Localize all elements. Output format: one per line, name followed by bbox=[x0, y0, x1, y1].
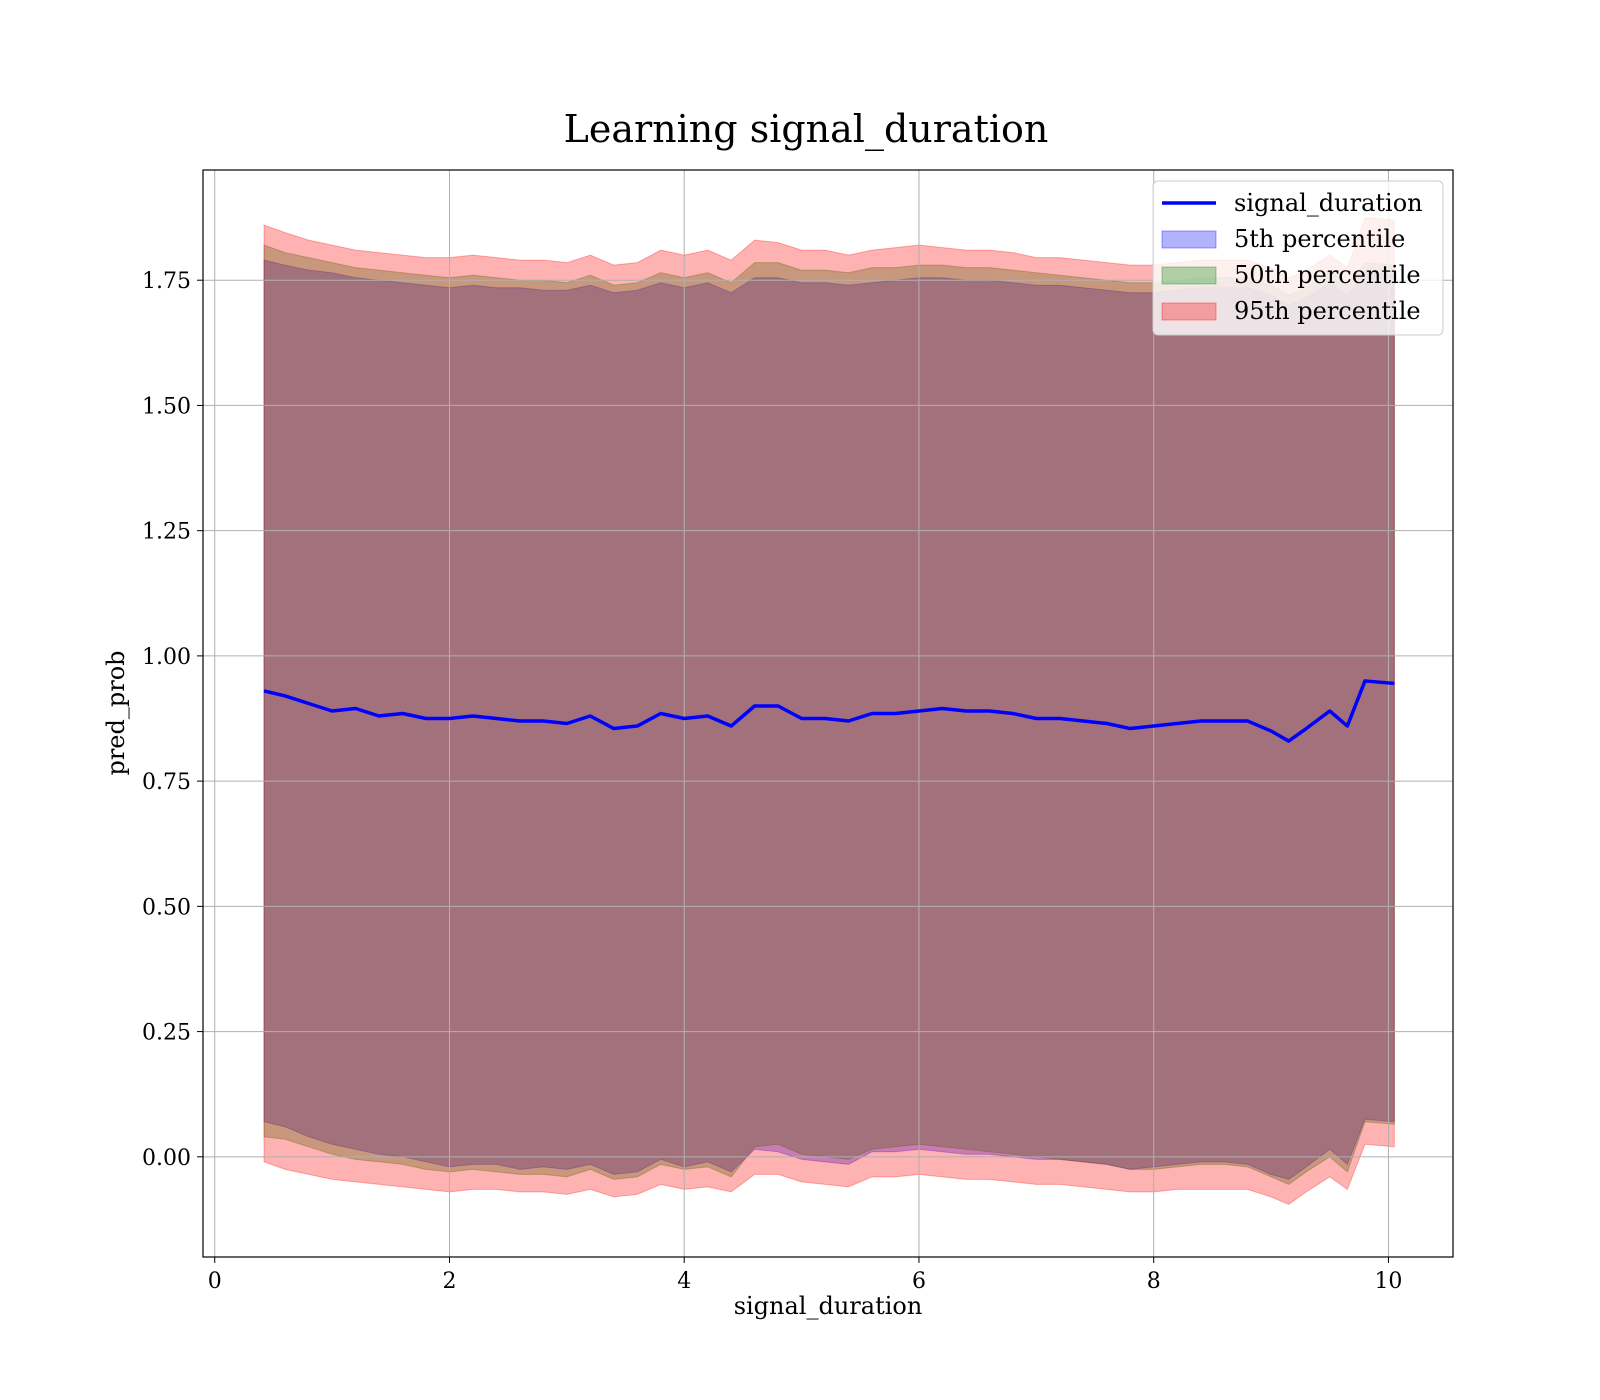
chart-title: Learning signal_duration bbox=[564, 107, 1049, 152]
x-tick-label: 4 bbox=[677, 1269, 691, 1294]
legend-label-5th-percentile: 5th percentile bbox=[1234, 225, 1405, 253]
y-tick-label: 1.75 bbox=[142, 269, 191, 294]
legend-label-95th-percentile: 95th percentile bbox=[1234, 297, 1421, 325]
y-axis-label: pred_prob bbox=[102, 650, 130, 775]
y-tick-label: 0.25 bbox=[142, 1021, 191, 1046]
x-tick-label: 6 bbox=[912, 1269, 926, 1294]
y-tick-label: 1.00 bbox=[142, 645, 191, 670]
y-tick-label: 0.00 bbox=[142, 1146, 191, 1171]
y-axis-ticks: 0.00 0.25 0.50 0.75 1.00 1.25 1.50 1.75 bbox=[142, 269, 203, 1171]
x-axis-ticks: 0 2 4 6 8 10 bbox=[208, 1257, 1402, 1294]
95th-percentile-band bbox=[263, 217, 1395, 1205]
50th-percentile-band bbox=[263, 244, 1395, 1185]
y-tick-label: 1.25 bbox=[142, 520, 191, 545]
x-tick-label: 8 bbox=[1147, 1269, 1161, 1294]
x-tick-label: 2 bbox=[442, 1269, 456, 1294]
legend-label-signal-duration: signal_duration bbox=[1234, 189, 1423, 217]
signal-duration-line bbox=[263, 679, 1395, 743]
legend-swatch-95th-percentile bbox=[1161, 302, 1217, 321]
legend-swatch-50th-percentile bbox=[1161, 266, 1217, 285]
series-lines bbox=[263, 679, 1395, 743]
y-tick-label: 0.75 bbox=[142, 770, 191, 795]
legend-swatch-5th-percentile bbox=[1161, 230, 1217, 249]
legend-label-50th-percentile: 50th percentile bbox=[1234, 261, 1421, 289]
grid bbox=[203, 170, 1453, 1257]
plot-area bbox=[202, 169, 1454, 1258]
legend-box bbox=[1152, 180, 1444, 336]
x-axis-label: signal_duration bbox=[734, 1292, 923, 1320]
x-tick-label: 10 bbox=[1374, 1269, 1402, 1294]
y-tick-label: 0.50 bbox=[142, 895, 191, 920]
y-tick-label: 1.50 bbox=[142, 394, 191, 419]
legend: signal_duration 5th percentile 50th percen… bbox=[1152, 180, 1444, 336]
percentile-bands bbox=[263, 217, 1395, 1205]
plot-frame bbox=[202, 169, 1454, 1258]
x-tick-label: 0 bbox=[208, 1269, 222, 1294]
